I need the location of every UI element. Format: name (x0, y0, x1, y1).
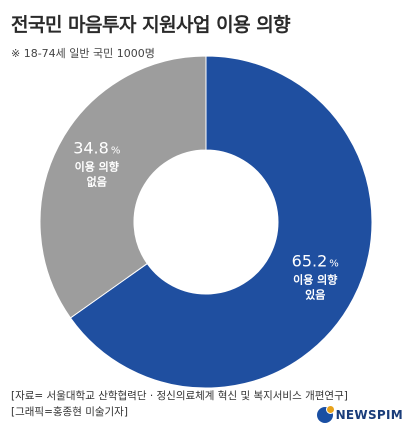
slice-category-label: 있음 (305, 289, 325, 302)
brand-name: NEWSPIM (335, 408, 403, 422)
chart-title: 전국민 마음투자 지원사업 이용 의향 (11, 14, 291, 36)
chart-subtitle: ※ 18-74세 일반 국민 1000명 (11, 47, 155, 60)
chart-footer: [자료= 서울대학교 산학협력단 · 정신의료체계 혁신 및 복지서비스 개편연… (11, 388, 348, 420)
brand-logo: NEWSPIM (316, 405, 403, 423)
source-note: [자료= 서울대학교 산학협력단 · 정신의료체계 혁신 및 복지서비스 개편연… (11, 390, 348, 402)
slice-category-label: 이용 의향 (293, 273, 337, 287)
slice-value-label: 65.2% (292, 252, 339, 271)
slice-category-label: 없음 (87, 175, 107, 188)
graphic-credit: [그래픽=홍종현 미술기자] (11, 406, 128, 418)
slice-value-label: 34.8% (73, 138, 120, 157)
donut-slice-1 (69, 55, 373, 389)
donut-slice-2 (39, 55, 207, 319)
newspim-logo-icon (316, 405, 335, 423)
slice-category-label: 이용 의향 (75, 159, 119, 173)
